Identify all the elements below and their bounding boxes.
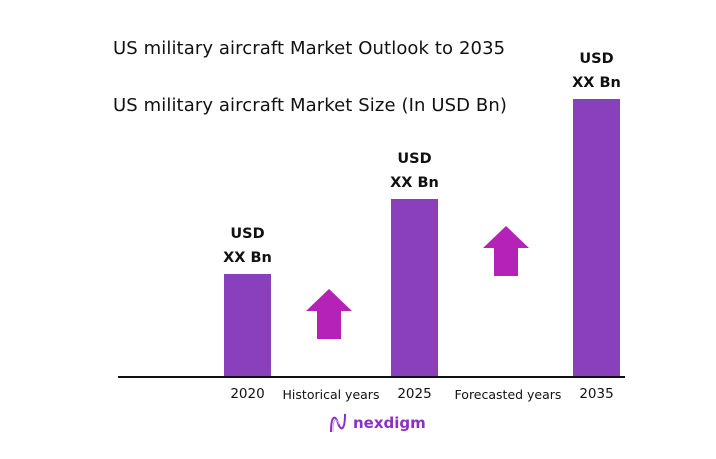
x-tick-label: 2035 xyxy=(579,386,614,402)
logo-text: nexdigm xyxy=(353,414,426,432)
data-label-2025: USD XX Bn xyxy=(370,147,460,195)
nexdigm-logo-icon xyxy=(330,413,346,433)
period-label-forecasted: Forecasted years xyxy=(454,387,562,402)
bar-2020 xyxy=(224,274,271,377)
data-label-line2: XX Bn xyxy=(390,175,439,192)
period-label-historical: Historical years xyxy=(282,387,380,402)
nexdigm-logo: nexdigm xyxy=(328,412,426,434)
bar-2025 xyxy=(391,199,438,377)
chart-subtitle: US military aircraft Market Size (In USD… xyxy=(113,95,507,116)
x-axis-line xyxy=(118,376,625,378)
data-label-line1: USD xyxy=(397,151,432,168)
growth-arrow-up-icon xyxy=(306,289,352,339)
data-label-line1: USD xyxy=(579,51,614,67)
chart-title: US military aircraft Market Outlook to 2… xyxy=(113,38,506,59)
x-tick-label: 2020 xyxy=(230,386,265,402)
bar-2035 xyxy=(573,99,620,377)
x-tick-label: 2025 xyxy=(397,386,432,402)
data-label-2035: USD XX Bn xyxy=(552,47,642,95)
data-label-line1: USD xyxy=(230,226,265,243)
data-label-line2: XX Bn xyxy=(223,250,272,267)
data-label-2020: USD XX Bn xyxy=(203,222,293,270)
growth-arrow-up-icon xyxy=(483,226,529,276)
data-label-line2: XX Bn xyxy=(572,75,621,91)
